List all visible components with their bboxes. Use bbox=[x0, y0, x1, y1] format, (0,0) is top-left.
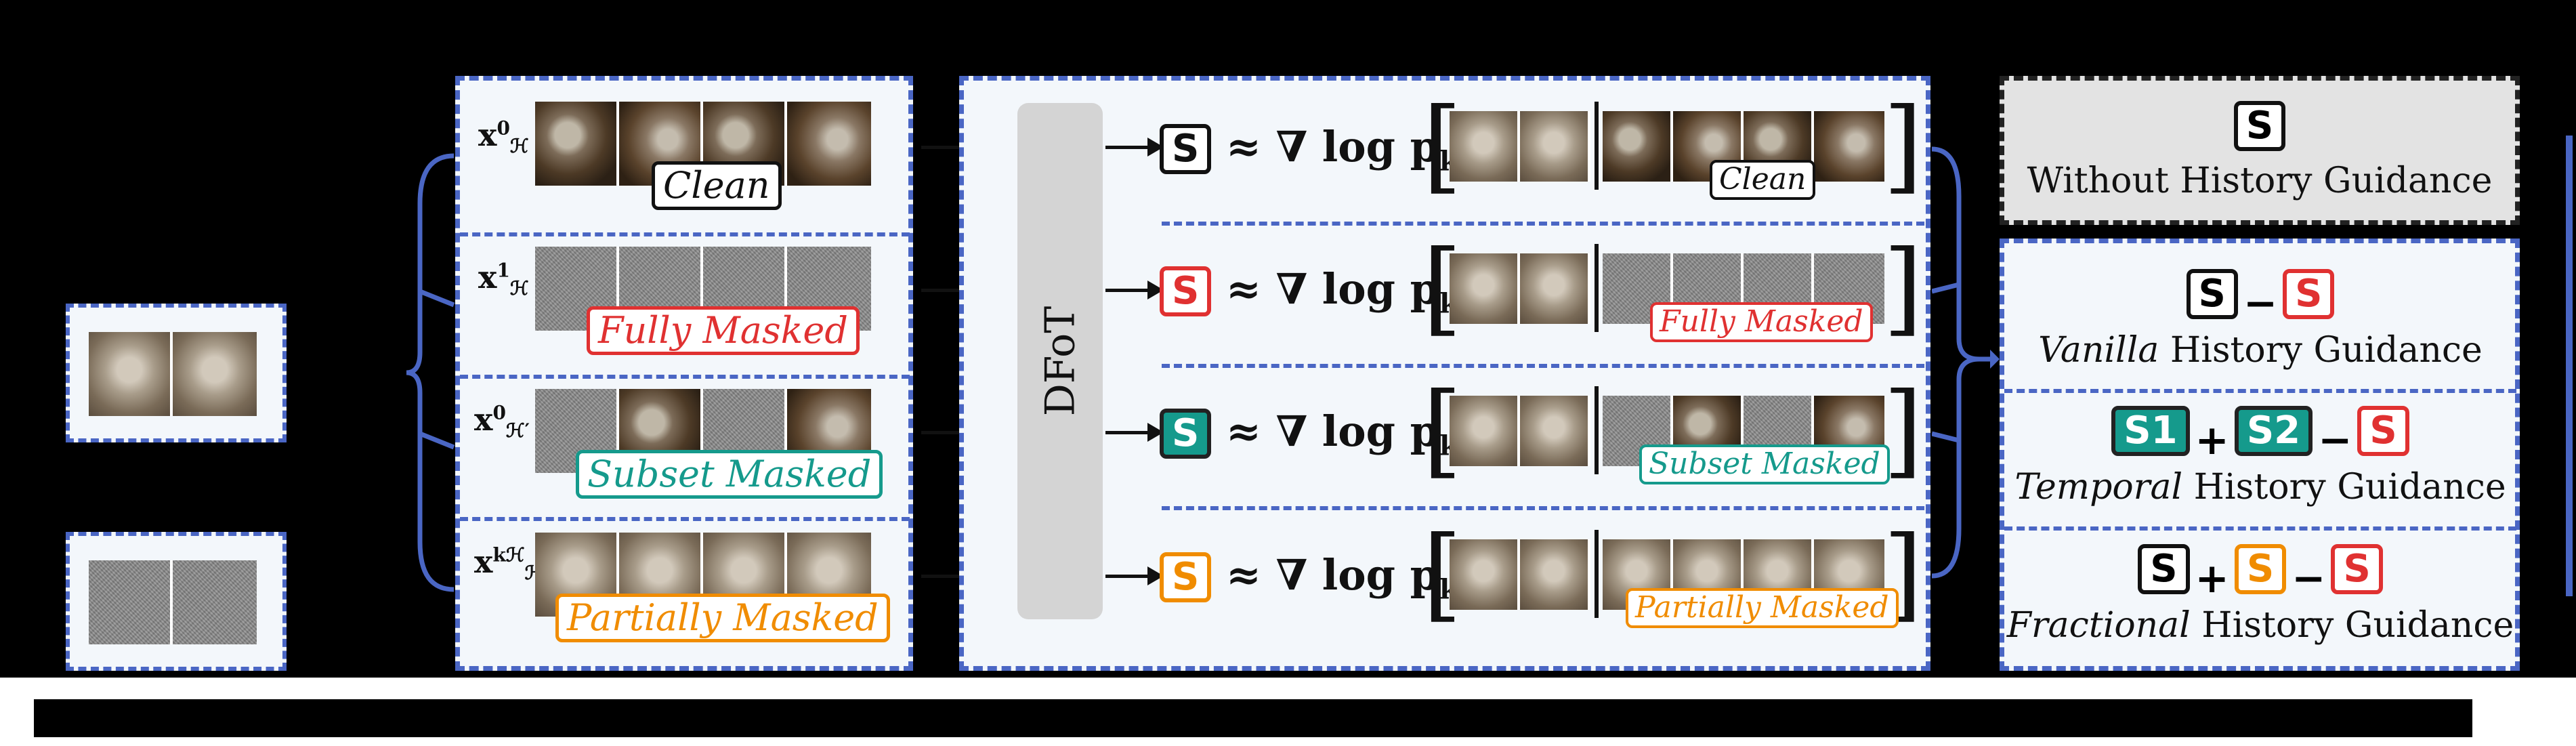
guidance-separator-1 bbox=[2004, 389, 2516, 393]
bracket-right-3: ] bbox=[1883, 371, 1923, 489]
input-brace bbox=[406, 153, 455, 592]
input-context-panel bbox=[66, 304, 287, 442]
right-edge-line bbox=[2566, 136, 2573, 596]
dfot-model-box bbox=[1017, 103, 1103, 619]
score-box-clean: S bbox=[1160, 124, 1212, 174]
noise-frame-2 bbox=[173, 560, 257, 644]
masking-separator-3 bbox=[460, 517, 910, 521]
score-eq-clean: S ≈ ∇ log pk bbox=[1160, 122, 1458, 177]
bracket-right-2: ] bbox=[1883, 229, 1923, 347]
score-separator-3 bbox=[1162, 506, 1924, 510]
fully-masked-tag: Fully Masked bbox=[587, 306, 860, 356]
fractional-s-red-box: S bbox=[2331, 544, 2383, 594]
score-eq-subset: S ≈ ∇ log pk bbox=[1160, 407, 1458, 461]
bottom-black-bar bbox=[34, 699, 2472, 737]
score-tag-partially-masked: Partially Masked bbox=[1626, 588, 1899, 628]
arrow-out-2 bbox=[1105, 281, 1164, 299]
output-brace bbox=[1932, 146, 2000, 579]
dfot-label: DFoT bbox=[1036, 306, 1084, 417]
noise-frame-1 bbox=[89, 560, 173, 644]
clean-frame-1 bbox=[535, 102, 619, 186]
bracket-right-1: ] bbox=[1883, 87, 1923, 205]
score-tag-clean: Clean bbox=[1710, 160, 1816, 200]
score-tag-fully-masked: Fully Masked bbox=[1650, 302, 1873, 342]
row-label-clean: x0ℋ bbox=[478, 117, 529, 158]
row-label-partially-masked: xkℋℋ bbox=[474, 543, 544, 585]
score-box-partial: S bbox=[1160, 552, 1212, 602]
masking-separator-2 bbox=[460, 375, 910, 379]
fractional-guidance-label: Fractional History Guidance bbox=[2006, 605, 2514, 646]
without-guidance-panel: S Without History Guidance bbox=[2000, 76, 2520, 225]
clean-tag: Clean bbox=[652, 161, 782, 211]
guidance-separator-2 bbox=[2004, 526, 2516, 531]
without-s-box: S bbox=[2233, 101, 2286, 151]
row-label-fully-masked: x1ℋ bbox=[478, 259, 529, 300]
context-frame-1 bbox=[89, 332, 173, 416]
temporal-s2-box: S2 bbox=[2234, 406, 2313, 456]
arrow-out-4 bbox=[1105, 566, 1164, 585]
subset-masked-tag: Subset Masked bbox=[576, 450, 883, 499]
score-separator-2 bbox=[1162, 364, 1924, 368]
temporal-guidance-label: Temporal History Guidance bbox=[2014, 467, 2506, 507]
top-black-band bbox=[0, 0, 2576, 75]
arrow-out-3 bbox=[1105, 423, 1164, 442]
temporal-s-red-box: S bbox=[2357, 406, 2409, 456]
score-eq-partial: S ≈ ∇ log pk bbox=[1160, 550, 1458, 605]
vanilla-guidance-label: Vanilla History Guidance bbox=[2038, 330, 2483, 371]
vanilla-formula: S − S bbox=[2004, 269, 2516, 327]
guidance-panel: S − S Vanilla History Guidance S1 + S2− S Tem… bbox=[2000, 239, 2520, 671]
fractional-formula: S + S − S bbox=[2004, 544, 2516, 602]
fractional-s-box: S bbox=[2138, 544, 2190, 594]
vanilla-s-box: S bbox=[2186, 269, 2238, 319]
fractional-s-orange-box: S bbox=[2234, 544, 2287, 594]
vanilla-s-red-box: S bbox=[2283, 269, 2335, 319]
score-eq-full: S ≈ ∇ log pk bbox=[1160, 264, 1458, 319]
input-noise-panel bbox=[66, 532, 287, 671]
context-frame-2 bbox=[173, 332, 257, 416]
score-box-full: S bbox=[1160, 266, 1212, 316]
arrow-out-1 bbox=[1105, 138, 1164, 157]
score-tag-subset-masked: Subset Masked bbox=[1639, 444, 1890, 484]
row-label-subset-masked: x0ℋ′ bbox=[474, 401, 530, 442]
temporal-formula: S1 + S2− S bbox=[2004, 406, 2516, 464]
score-box-subset: S bbox=[1160, 409, 1212, 459]
without-guidance-label: Without History Guidance bbox=[2027, 161, 2493, 201]
clean-frame-4 bbox=[787, 102, 871, 186]
masking-separator-1 bbox=[460, 232, 910, 236]
partially-masked-tag: Partially Masked bbox=[555, 594, 890, 643]
temporal-s1-box: S1 bbox=[2111, 406, 2190, 456]
score-separator-1 bbox=[1162, 222, 1924, 226]
